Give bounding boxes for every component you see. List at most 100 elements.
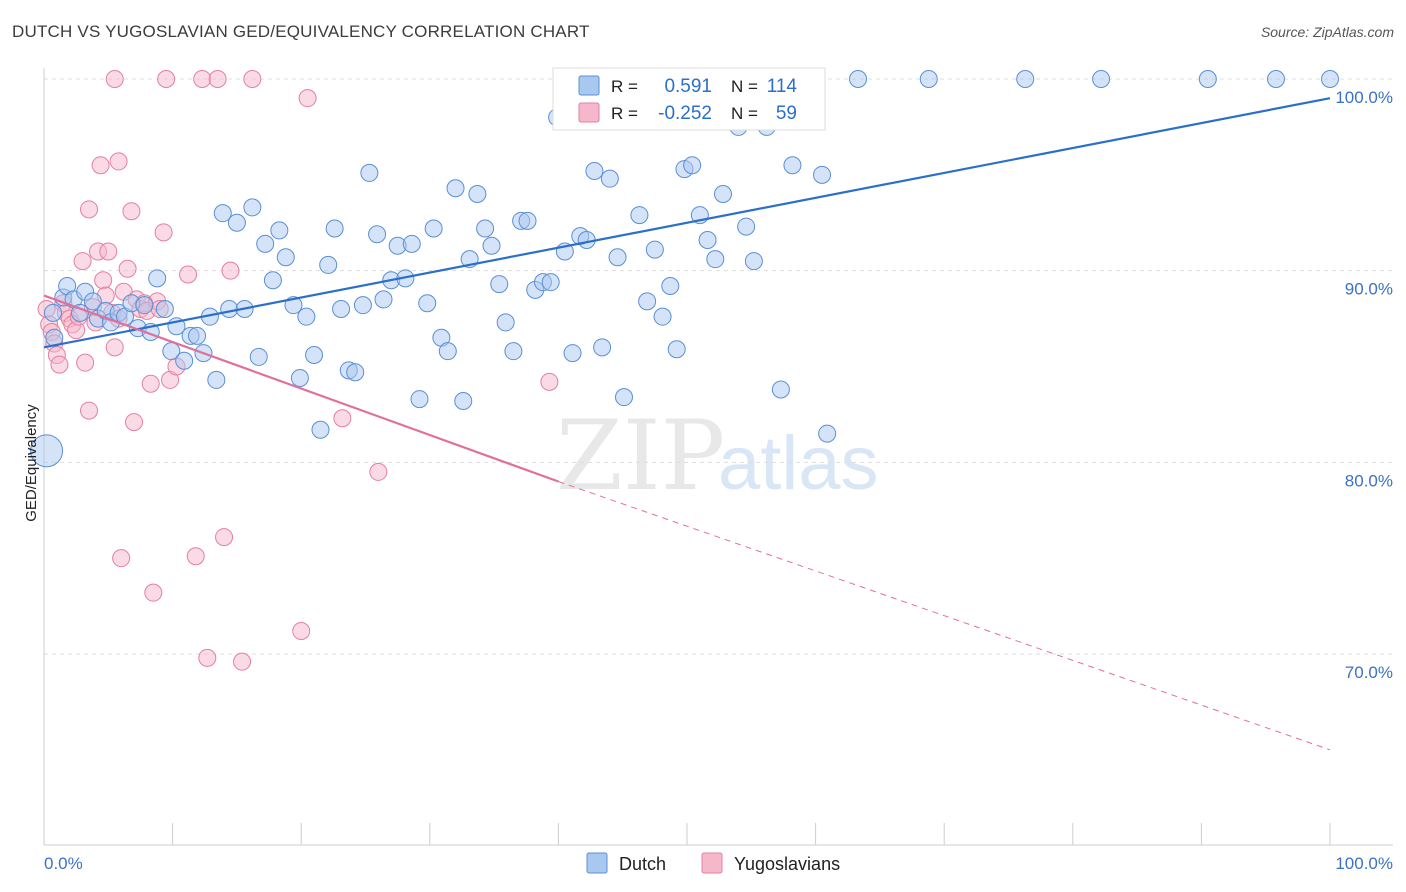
dutch-point: [213, 204, 232, 223]
dutch-point: [424, 219, 443, 238]
x-tick-label-min: 0.0%: [44, 854, 83, 873]
dutch-point: [346, 363, 365, 382]
chart-source: Source: ZipAtlas.com: [1260, 24, 1394, 40]
dutch-point: [368, 225, 387, 244]
dutch-point: [297, 307, 316, 326]
dutch-point: [243, 198, 262, 217]
x-tick-label-max: 100.0%: [1335, 854, 1393, 873]
dutch-point: [919, 70, 938, 88]
dutch-point: [849, 70, 868, 88]
dutch-point: [270, 221, 289, 240]
dutch-point: [1016, 70, 1035, 88]
yugoslavians-point: [221, 261, 240, 280]
dutch-point: [276, 248, 295, 267]
dutch-point: [410, 390, 429, 409]
dutch-point: [319, 255, 338, 274]
dutch-point: [188, 326, 207, 345]
dutch-point: [813, 165, 832, 184]
dutch-point: [683, 156, 702, 175]
dutch-point: [496, 313, 515, 332]
yugoslavians-point: [292, 622, 311, 640]
y-tick-label: 90.0%: [1345, 280, 1393, 299]
dutch-point: [490, 275, 509, 294]
legend-dutch-swatch: [578, 75, 600, 96]
yugoslavians-point: [94, 271, 113, 290]
dutch-point: [645, 240, 664, 259]
dutch-point: [30, 434, 64, 468]
yugoslavians-point: [298, 89, 317, 108]
yugoslavians-trend-line: [43, 294, 559, 483]
yugoslavians-point: [122, 202, 141, 221]
yugoslavians-point: [186, 547, 205, 566]
dutch-point: [446, 179, 465, 198]
yugoslavians-point: [369, 462, 388, 481]
yugoslavians-point: [91, 156, 110, 175]
dutch-point: [818, 424, 837, 443]
dutch-point: [44, 303, 63, 322]
dutch-point: [667, 340, 686, 359]
yugoslavians-point: [141, 374, 160, 393]
legend-bottom-yugo-swatch: [701, 852, 723, 874]
y-tick-labels: 70.0% 80.0% 90.0% 100.0%: [1335, 88, 1393, 682]
dutch-point: [175, 351, 194, 370]
legend-dutch-n-value: 114: [767, 76, 798, 97]
dutch-point: [518, 211, 537, 230]
legend-dutch-n-label: N =: [731, 77, 758, 96]
dutch-point: [771, 380, 790, 399]
yugoslavians-point: [99, 242, 118, 261]
legend-bottom-dutch-swatch: [586, 852, 608, 874]
dutch-point: [482, 236, 501, 255]
dutch-point: [476, 219, 495, 238]
correlation-legend: R = 0.591 N = 114 R = -0.252 N = 59: [552, 67, 826, 131]
yugoslavians-point: [105, 70, 124, 88]
y-axis-label: GED/Equivalency: [23, 404, 40, 522]
yugoslavians-point: [118, 259, 137, 278]
watermark-atlas: atlas: [718, 421, 879, 506]
yugoslavians-point: [112, 549, 131, 568]
yugoslavians-point: [73, 252, 92, 271]
dutch-point: [468, 185, 487, 203]
legend-yugo-r-label: R =: [611, 104, 638, 123]
yugoslavians-point: [208, 70, 227, 88]
dutch-point: [1321, 70, 1339, 88]
yugoslavians-point: [105, 338, 124, 357]
dutch-point: [504, 342, 523, 361]
yugoslavians-point: [243, 70, 262, 88]
dutch-point: [454, 392, 473, 410]
yugoslavians-point: [125, 413, 144, 432]
gridlines: [44, 78, 1393, 655]
dutch-point: [418, 294, 437, 313]
dutch-point: [630, 206, 649, 225]
dutch-point: [148, 269, 167, 288]
dutch-trend-line: [43, 97, 1331, 349]
yugoslavians-point: [50, 355, 69, 374]
yugoslavians-point: [179, 265, 198, 284]
dutch-point: [706, 250, 725, 269]
dutch-point: [155, 300, 174, 318]
dutch-point: [1198, 70, 1217, 88]
dutch-point: [1266, 70, 1285, 88]
yugoslavians-point: [80, 401, 99, 420]
yugoslavians-point: [193, 70, 212, 88]
dutch-point: [661, 277, 680, 295]
dutch-point: [263, 271, 282, 290]
yugoslavians-trend-extension: [558, 481, 1331, 751]
series-legend: Dutch Yugoslavians: [586, 852, 840, 874]
dutch-point: [541, 273, 560, 292]
dutch-point: [249, 347, 268, 366]
dutch-point: [744, 252, 763, 271]
dutch-point: [311, 420, 330, 439]
chart-title: DUTCH VS YUGOSLAVIAN GED/EQUIVALENCY COR…: [12, 22, 590, 41]
dutch-point: [207, 370, 226, 389]
yugoslavians-point: [80, 200, 99, 219]
dutch-point: [783, 156, 802, 175]
dutch-point: [402, 234, 421, 253]
dutch-point: [714, 185, 733, 203]
dutch-point: [305, 346, 324, 364]
dutch-point: [227, 213, 246, 232]
dutch-point: [374, 290, 393, 309]
dutch-point: [600, 169, 619, 188]
dutch-point: [220, 300, 239, 318]
trend-lines: [43, 97, 1331, 751]
